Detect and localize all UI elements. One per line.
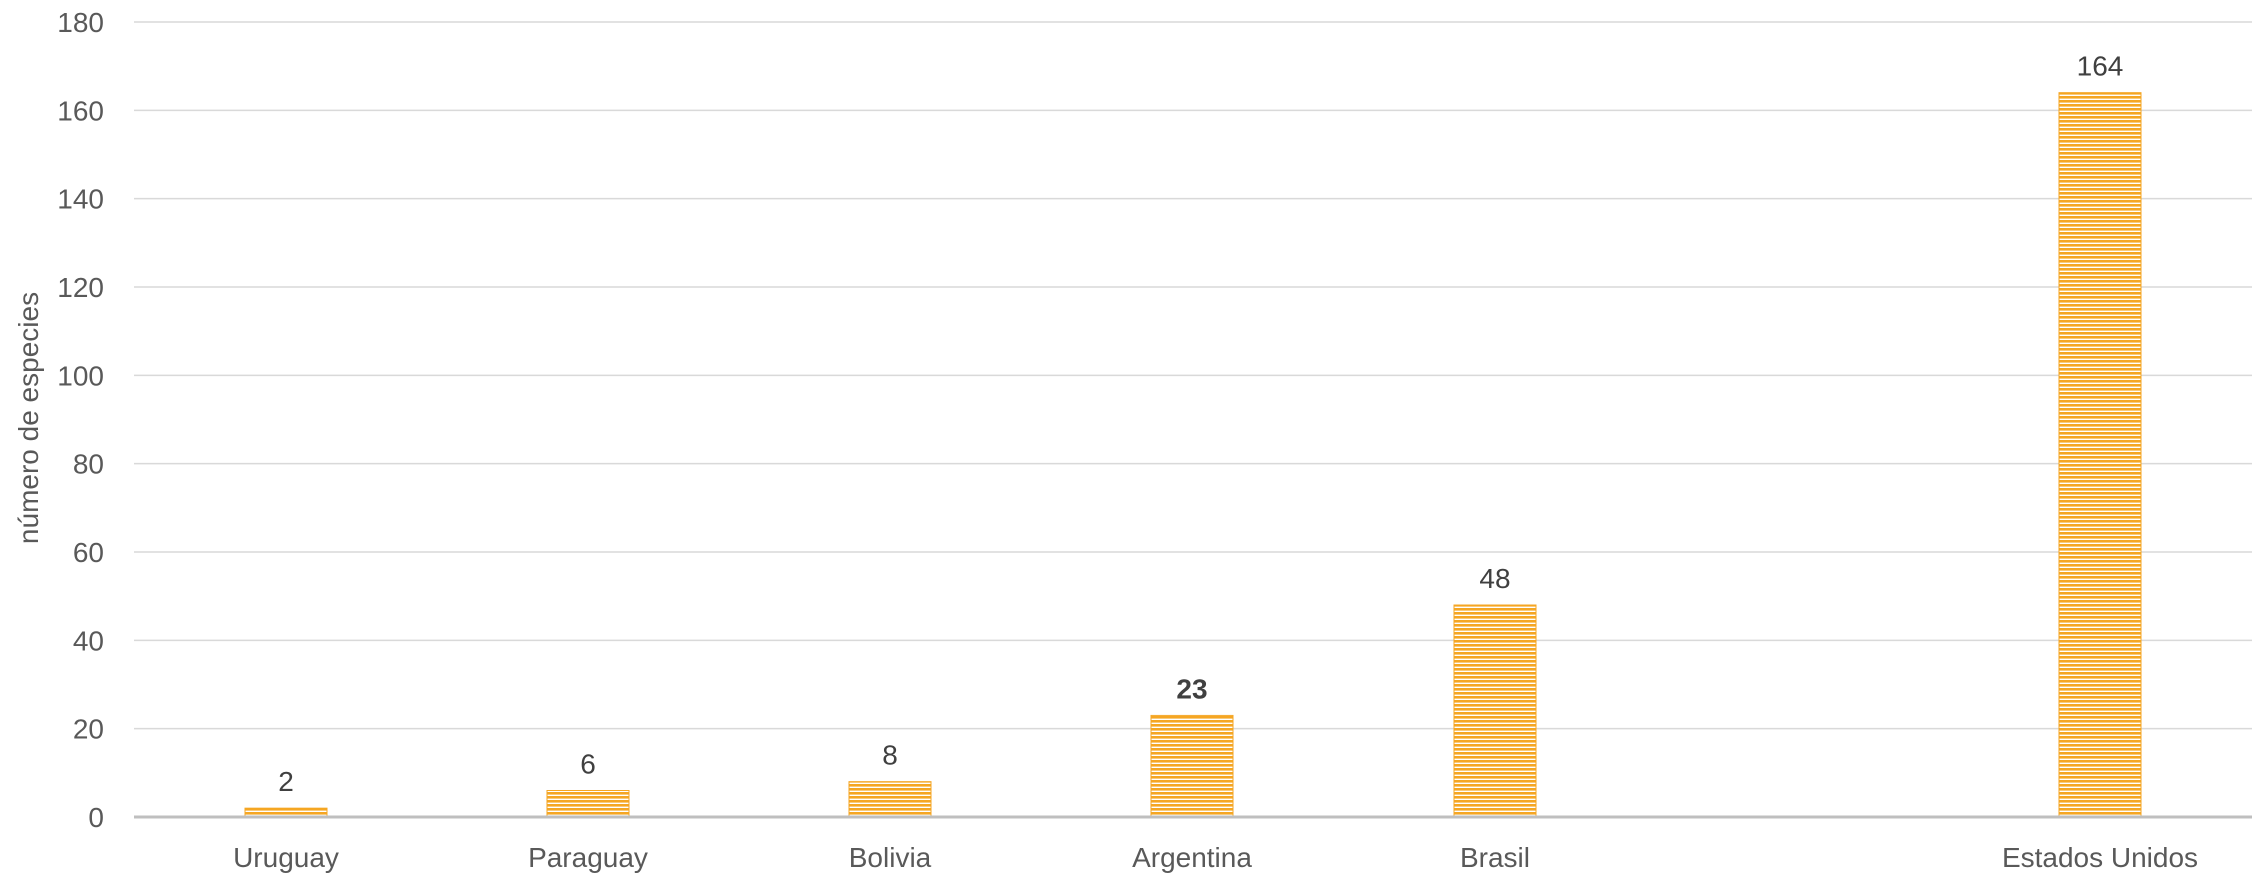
data-label: 6 (580, 749, 596, 780)
data-label: 48 (1479, 563, 1510, 594)
y-tick-label: 100 (57, 360, 104, 391)
y-tick-label: 180 (57, 7, 104, 38)
bar-estados-unidos (2058, 92, 2142, 818)
x-category-label: Uruguay (233, 842, 339, 873)
y-axis-title: número de especies (13, 292, 44, 544)
data-labels: 2 6 8 23 48 164 (278, 51, 2123, 798)
x-category-label: Bolivia (849, 842, 932, 873)
x-axis-category-labels: Uruguay Paraguay Bolivia Argentina Brasil Est… (233, 842, 2198, 873)
y-tick-label: 160 (57, 95, 104, 126)
bar-bolivia (848, 781, 932, 818)
y-tick-label: 20 (73, 714, 104, 745)
x-category-label: Paraguay (528, 842, 648, 873)
data-label: 8 (882, 740, 898, 771)
gridlines (134, 21, 2252, 730)
x-category-label: Argentina (1132, 842, 1252, 873)
y-tick-label: 80 (73, 449, 104, 480)
bar-brasil (1453, 604, 1537, 818)
data-label: 23 (1176, 673, 1207, 704)
y-axis-tick-labels: 0 20 40 60 80 100 120 140 160 180 (57, 7, 104, 833)
x-category-label: Brasil (1460, 842, 1530, 873)
y-tick-label: 40 (73, 625, 104, 656)
bars (244, 92, 2142, 818)
data-label: 164 (2077, 51, 2124, 82)
data-label: 2 (278, 766, 294, 797)
y-tick-label: 0 (88, 802, 104, 833)
bar-paraguay (546, 790, 630, 818)
y-tick-label: 60 (73, 537, 104, 568)
y-tick-label: 140 (57, 184, 104, 215)
x-category-label: Estados Unidos (2002, 842, 2198, 873)
y-tick-label: 120 (57, 272, 104, 303)
bar-argentina (1150, 714, 1234, 818)
